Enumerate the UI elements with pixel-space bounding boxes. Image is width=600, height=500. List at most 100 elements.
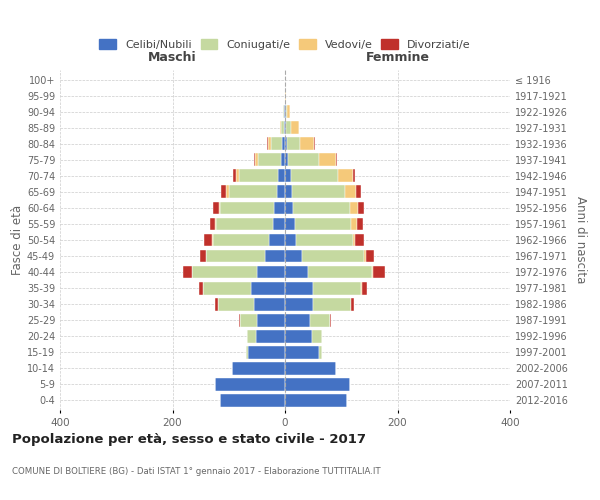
Bar [247,330,256,342]
Bar [285,154,289,166]
Bar [364,250,366,262]
Bar [287,138,299,150]
Bar [258,154,281,166]
Bar [285,394,347,407]
Bar [233,170,236,182]
Bar [293,202,350,214]
Bar [352,218,357,230]
Bar [255,154,258,166]
Bar [312,330,322,342]
Bar [218,202,220,214]
Bar [278,170,285,182]
Bar [274,202,285,214]
Bar [257,314,285,326]
Bar [220,202,274,214]
Bar [366,250,374,262]
Bar [200,250,206,262]
Y-axis label: Anni di nascita: Anni di nascita [574,196,587,284]
Bar [285,138,287,150]
Bar [285,218,295,230]
Text: Maschi: Maschi [148,52,197,64]
Bar [314,138,315,150]
Bar [290,122,299,134]
Bar [245,346,248,358]
Bar [254,298,285,310]
Bar [350,202,358,214]
Bar [292,186,345,198]
Bar [240,314,257,326]
Bar [209,218,215,230]
Bar [280,122,281,134]
Bar [192,266,257,278]
Bar [355,234,364,246]
Bar [289,154,319,166]
Bar [302,250,364,262]
Text: Popolazione per età, sesso e stato civile - 2017: Popolazione per età, sesso e stato civil… [12,432,366,446]
Bar [268,138,271,150]
Bar [285,202,293,214]
Bar [215,298,218,310]
Bar [284,122,285,134]
Bar [285,378,350,391]
Bar [285,298,313,310]
Bar [206,250,265,262]
Bar [285,186,292,198]
Bar [287,106,290,118]
Bar [215,378,285,391]
Bar [308,266,372,278]
Bar [345,186,356,198]
Bar [285,282,313,294]
Bar [285,314,310,326]
Bar [310,314,330,326]
Bar [281,154,285,166]
Bar [290,170,338,182]
Bar [213,234,269,246]
Bar [285,170,290,182]
Bar [353,234,355,246]
Bar [271,138,282,150]
Bar [353,170,355,182]
Legend: Celibi/Nubili, Coniugati/e, Vedovi/e, Divorziati/e: Celibi/Nubili, Coniugati/e, Vedovi/e, Di… [95,35,475,54]
Bar [218,298,254,310]
Bar [338,170,353,182]
Bar [361,282,367,294]
Bar [204,234,212,246]
Bar [282,138,285,150]
Bar [283,106,284,118]
Bar [248,346,285,358]
Y-axis label: Fasce di età: Fasce di età [11,205,24,275]
Bar [286,122,290,134]
Bar [336,154,337,166]
Bar [299,138,314,150]
Bar [239,314,240,326]
Bar [203,282,251,294]
Bar [285,122,286,134]
Bar [330,314,331,326]
Bar [313,298,352,310]
Bar [239,170,278,182]
Bar [277,186,285,198]
Bar [220,394,285,407]
Bar [358,202,364,214]
Bar [296,234,353,246]
Bar [281,122,284,134]
Bar [236,170,239,182]
Bar [286,106,287,118]
Bar [313,282,361,294]
Bar [265,250,285,262]
Bar [199,282,203,294]
Bar [232,362,285,374]
Bar [285,234,296,246]
Bar [257,266,285,278]
Bar [226,186,229,198]
Bar [285,330,312,342]
Bar [295,218,352,230]
Bar [217,218,272,230]
Bar [267,138,268,150]
Text: COMUNE DI BOLTIERE (BG) - Dati ISTAT 1° gennaio 2017 - Elaborazione TUTTITALIA.I: COMUNE DI BOLTIERE (BG) - Dati ISTAT 1° … [12,468,380,476]
Bar [183,266,191,278]
Bar [357,218,362,230]
Bar [319,154,336,166]
Bar [256,330,285,342]
Bar [285,362,335,374]
